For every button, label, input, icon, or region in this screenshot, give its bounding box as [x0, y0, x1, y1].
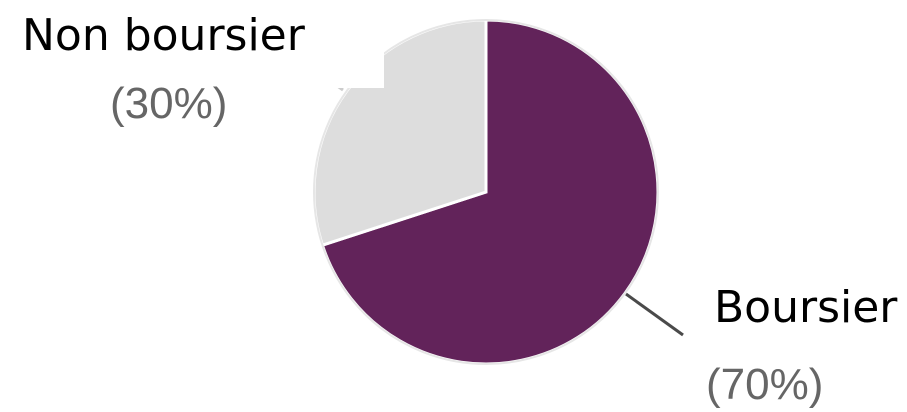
label-background: [300, 0, 384, 88]
slice-percent-non-boursier: (30%): [110, 79, 227, 128]
leader-line-boursier: [625, 292, 684, 337]
slice-percent-boursier: (70%): [706, 360, 823, 409]
pie-outline: [313, 19, 659, 365]
pie-slices: [312, 18, 660, 366]
slice-label-non-boursier: Non boursier: [22, 10, 306, 61]
slice-label-boursier: Boursier: [714, 282, 898, 333]
